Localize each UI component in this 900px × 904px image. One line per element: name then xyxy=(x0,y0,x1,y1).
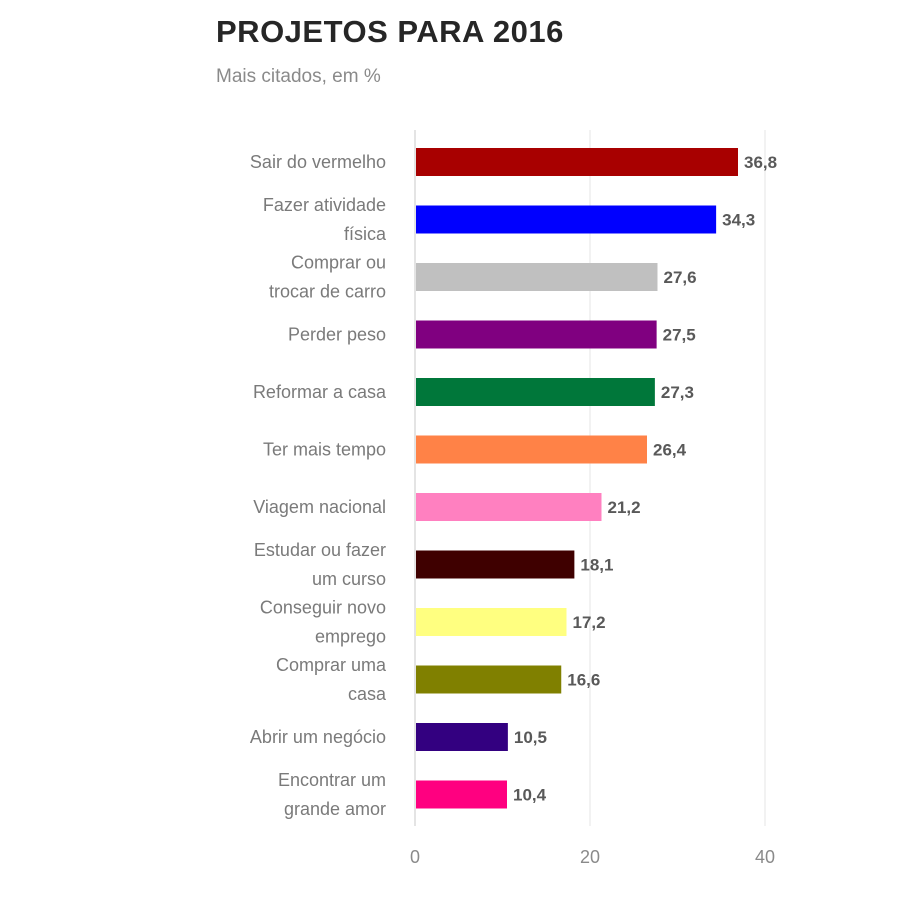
chart-title: PROJETOS PARA 2016 xyxy=(216,14,564,49)
data-label: 16,6 xyxy=(567,671,600,690)
bar xyxy=(416,320,657,349)
category-label: trocar de carro xyxy=(269,282,386,302)
x-tick-label: 20 xyxy=(580,847,600,867)
bar xyxy=(416,723,508,751)
category-label: Viagem nacional xyxy=(253,497,386,517)
data-label: 27,6 xyxy=(664,268,697,287)
data-label: 36,8 xyxy=(744,153,777,172)
category-label: grande amor xyxy=(284,799,386,819)
category-label: Conseguir novo xyxy=(260,598,386,618)
category-label: um curso xyxy=(312,569,386,589)
bar xyxy=(416,148,738,176)
category-label: Estudar ou fazer xyxy=(254,540,386,560)
category-label: Perder peso xyxy=(288,325,386,345)
bar xyxy=(416,780,507,809)
category-label: Abrir um negócio xyxy=(250,727,386,747)
bar xyxy=(416,435,647,464)
x-tick-label: 40 xyxy=(755,847,775,867)
category-label: Encontrar um xyxy=(278,770,386,790)
category-label: Sair do vermelho xyxy=(250,152,386,172)
x-tick-label: 0 xyxy=(410,847,420,867)
category-label: casa xyxy=(348,684,387,704)
data-label: 26,4 xyxy=(653,441,687,460)
data-label: 18,1 xyxy=(580,556,613,575)
category-label: emprego xyxy=(315,627,386,647)
bar xyxy=(416,263,658,291)
bar xyxy=(416,608,567,636)
data-label: 27,5 xyxy=(663,326,696,345)
chart-subtitle: Mais citados, em % xyxy=(216,66,381,87)
category-label: Comprar ou xyxy=(291,253,386,273)
category-label: física xyxy=(344,224,387,244)
category-label: Reformar a casa xyxy=(253,382,387,402)
bar xyxy=(416,665,562,694)
data-label: 27,3 xyxy=(661,383,694,402)
category-label: Comprar uma xyxy=(276,655,387,675)
bar xyxy=(416,378,655,406)
data-label: 34,3 xyxy=(722,211,755,230)
data-label: 10,5 xyxy=(514,728,547,747)
data-label: 17,2 xyxy=(573,613,606,632)
category-label: Fazer atividade xyxy=(263,195,386,215)
bar xyxy=(416,205,717,234)
category-label: Ter mais tempo xyxy=(263,440,386,460)
data-label: 10,4 xyxy=(513,786,547,805)
bar xyxy=(416,550,575,579)
bar xyxy=(416,493,602,521)
data-label: 21,2 xyxy=(608,498,641,517)
